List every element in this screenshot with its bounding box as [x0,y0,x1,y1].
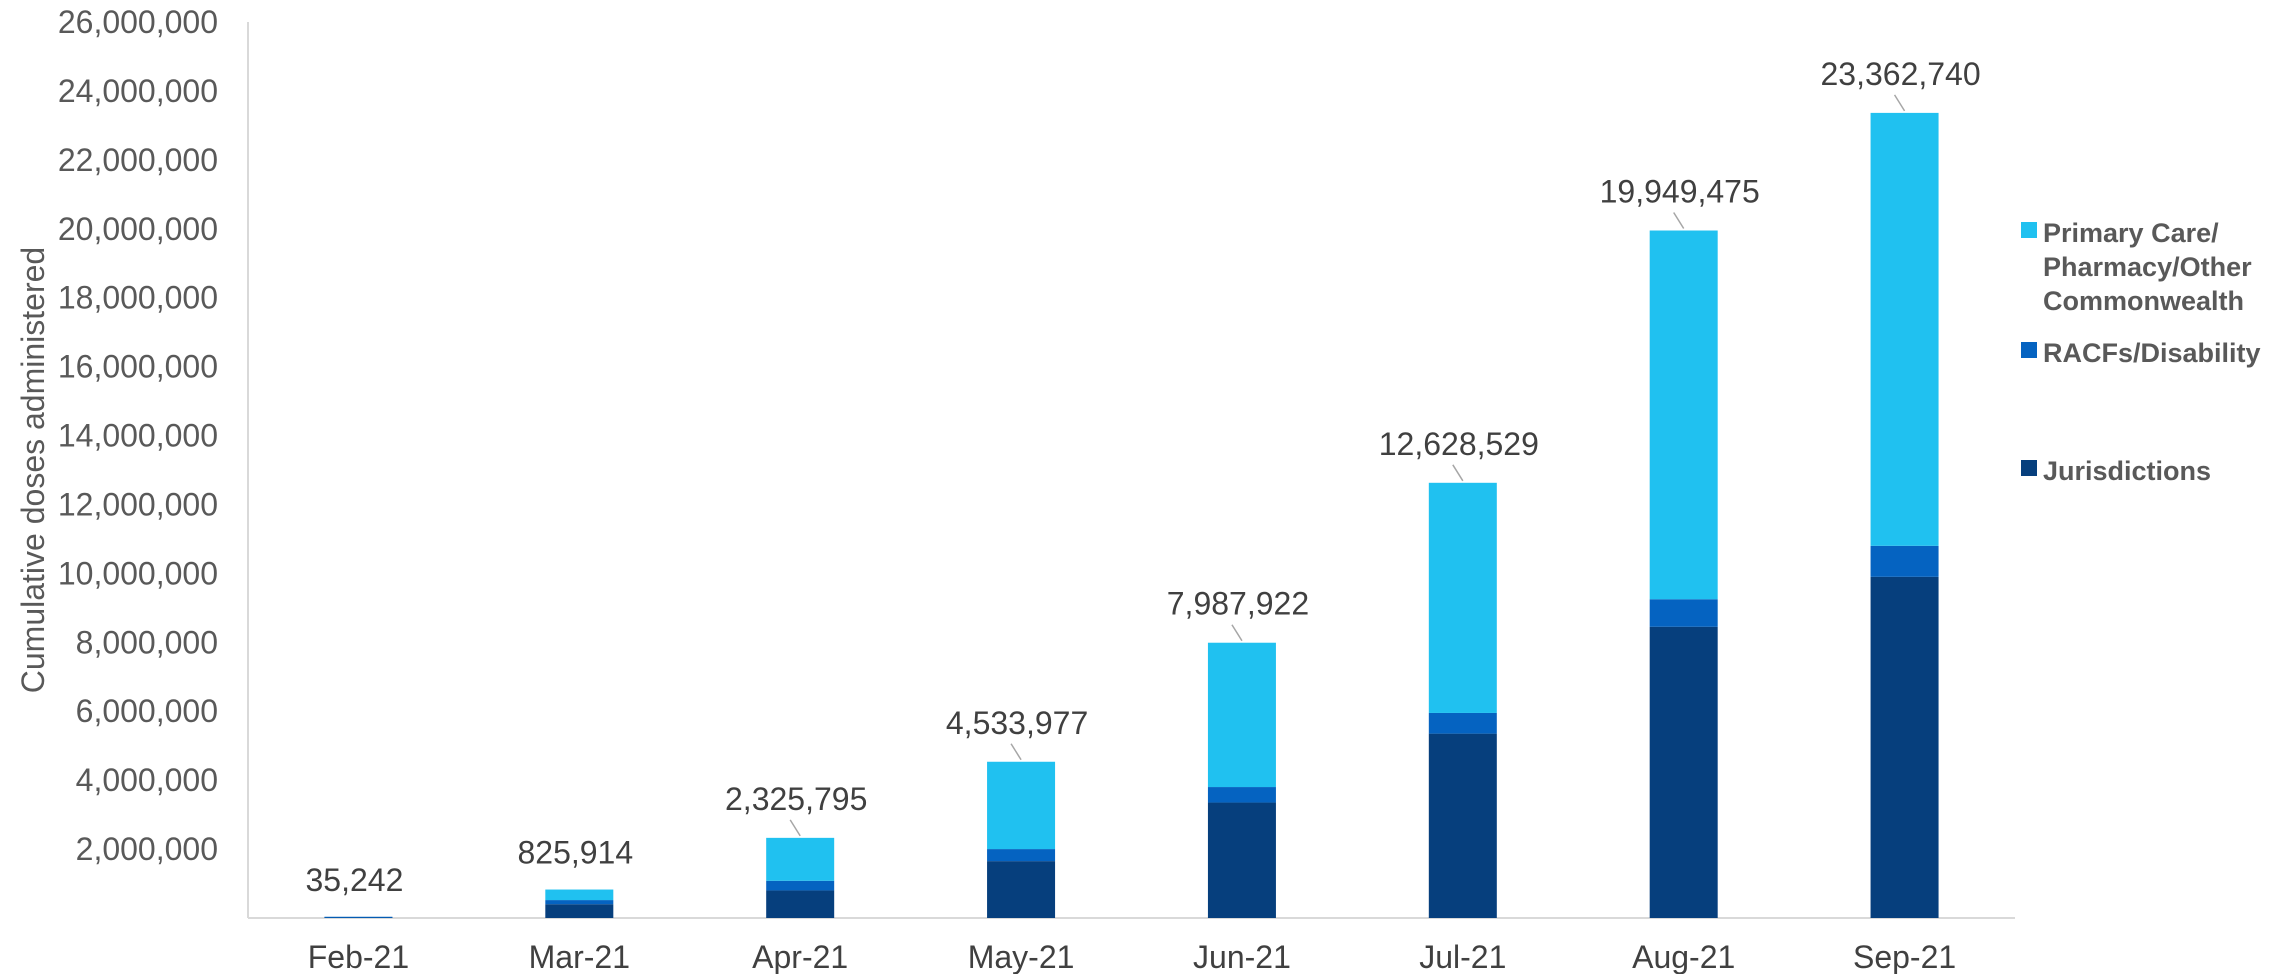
bar-segment-racfs-disability [1870,545,1939,577]
x-tick-label: Jun-21 [1193,939,1291,974]
bar-segment-primary-care-pharmacy-other-commonwealth [1649,230,1718,600]
bar-segment-racfs-disability [1428,712,1497,734]
bar-segment-racfs-disability [324,916,393,918]
y-tick-label: 24,000,000 [58,73,218,109]
bar-segment-primary-care-pharmacy-other-commonwealth [1870,112,1939,546]
bar-segment-jurisdictions [1870,576,1939,918]
total-leader-line [789,819,801,837]
bar-segment-primary-care-pharmacy-other-commonwealth [766,837,835,881]
bar-total-label: 7,987,922 [1167,586,1309,622]
y-tick-label: 12,000,000 [58,486,218,522]
bar-segment-racfs-disability [1649,599,1718,627]
bar-segment-jurisdictions [545,904,614,918]
legend-swatch [2021,460,2037,476]
y-tick-label: 2,000,000 [76,831,218,867]
bar-segment-racfs-disability [545,900,614,905]
y-tick-label: 26,000,000 [58,4,218,40]
bar-segment-racfs-disability [766,880,835,891]
bar-total-label: 19,949,475 [1600,174,1760,210]
x-tick-label: Feb-21 [308,939,409,974]
x-axis-labels: Feb-21 Mar-21 Apr-21 May-21 Jun-21 Jul-21 Aug-… [308,939,1956,974]
y-tick-label: 8,000,000 [76,624,218,660]
bar-segment-racfs-disability [987,849,1056,862]
x-tick-label: Mar-21 [529,939,630,974]
bar-segment-primary-care-pharmacy-other-commonwealth [1428,482,1497,713]
bar-segment-jurisdictions [987,861,1056,918]
bar-segment-jurisdictions [1428,733,1497,918]
legend-label: RACFs/Disability [2043,338,2261,368]
total-labels-layer: 35,242 825,914 2,325,795 4,533,977 7,987,922… [306,56,1981,898]
x-tick-label: Aug-21 [1632,939,1735,974]
bar-segment-jurisdictions [1649,626,1718,918]
y-axis-title: Cumulative doses administered [15,247,51,693]
bar-total-label: 2,325,795 [725,781,867,817]
bar-segment-primary-care-pharmacy-other-commonwealth [545,889,614,901]
bar-total-label: 825,914 [517,835,633,871]
legend-swatch [2021,342,2037,358]
y-tick-label: 16,000,000 [58,349,218,385]
total-leader-line [1010,743,1022,761]
y-tick-label: 22,000,000 [58,142,218,178]
legend-swatch [2021,222,2037,238]
legend-label: Commonwealth [2043,286,2244,316]
bar-total-label: 35,242 [306,862,404,898]
y-tick-label: 20,000,000 [58,211,218,247]
x-tick-label: May-21 [968,939,1075,974]
total-leader-line [1452,464,1464,482]
bars-layer [324,112,1939,918]
bar-segment-jurisdictions [1207,802,1276,918]
x-tick-label: Jul-21 [1419,939,1506,974]
legend-label: Jurisdictions [2043,456,2211,486]
y-tick-label: 14,000,000 [58,418,218,454]
y-tick-label: 10,000,000 [58,555,218,591]
total-leader-line [1893,94,1906,112]
bar-segment-racfs-disability [1207,787,1276,803]
bar-segment-jurisdictions [766,890,835,918]
bar-segment-primary-care-pharmacy-other-commonwealth [987,761,1056,850]
bar-total-label: 23,362,740 [1820,56,1980,92]
x-tick-label: Sep-21 [1853,939,1956,974]
legend-label: Primary Care/ [2043,218,2219,248]
bar-total-label: 12,628,529 [1379,426,1539,462]
x-tick-label: Apr-21 [752,939,848,974]
bar-total-label: 4,533,977 [946,705,1088,741]
y-tick-label: 4,000,000 [76,762,218,798]
y-axis-ticks: 2,000,000 4,000,000 6,000,000 8,000,000 10,0… [58,4,218,867]
total-leader-line [1673,212,1685,229]
legend-label: Pharmacy/Other [2043,252,2252,282]
y-tick-label: 6,000,000 [76,693,218,729]
bar-segment-primary-care-pharmacy-other-commonwealth [1207,642,1276,788]
total-leader-line [1231,624,1243,642]
legend: Primary Care/Pharmacy/Other Commonwealth R… [2021,218,2261,486]
y-tick-label: 18,000,000 [58,280,218,316]
